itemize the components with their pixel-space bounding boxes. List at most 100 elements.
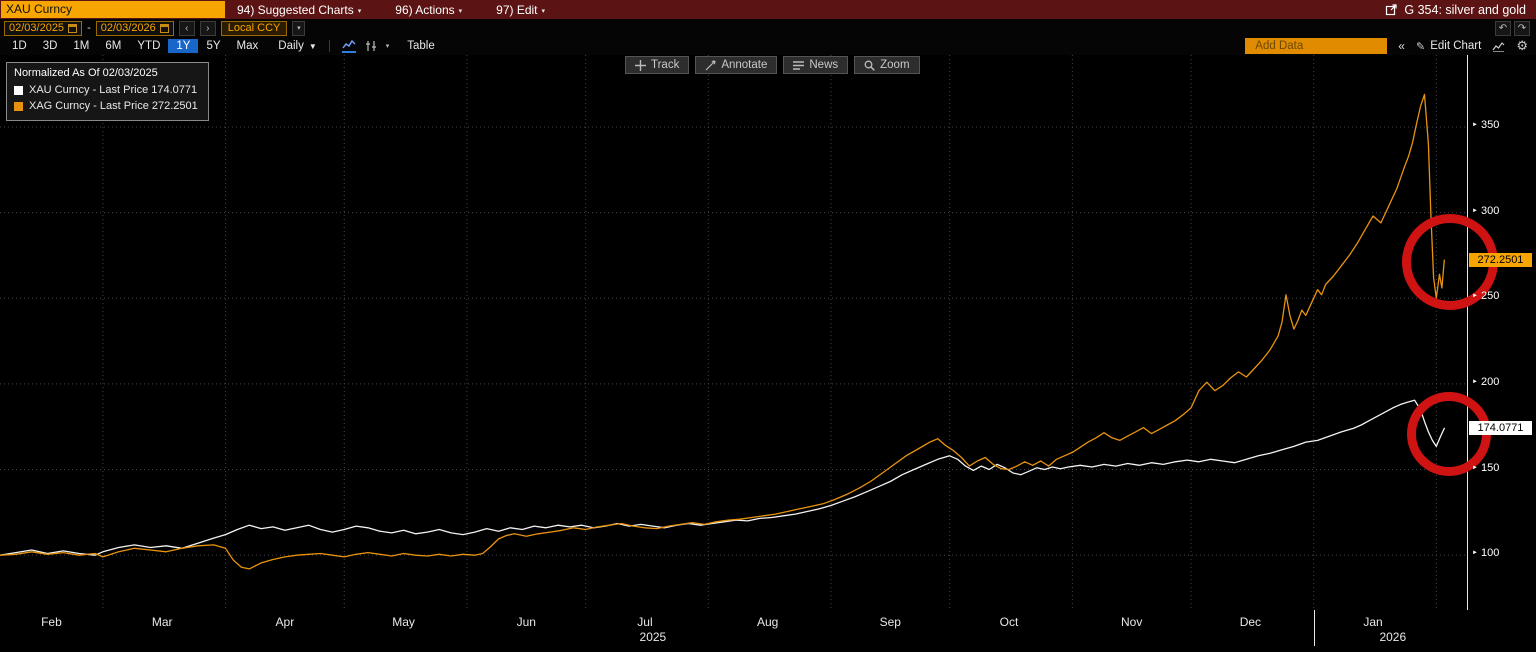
candlestick-chart-icon[interactable] [365,40,377,52]
tick-arrow-icon: ► [1472,464,1478,471]
last-price-tag: 174.0771 [1469,421,1532,436]
end-date-value: 02/03/2026 [100,22,156,34]
period-1d[interactable]: 1D [12,40,27,52]
period-5y[interactable]: 5Y [206,40,221,52]
tick-arrow-icon: ► [1472,378,1478,385]
top-command-bar: XAU Curncy 94) Suggested Charts ▾ 96) Acti… [0,0,1536,19]
chart-legend: Normalized As Of 02/03/2025 XAU Curncy -… [6,62,209,121]
y-tick-value: 200 [1480,375,1500,388]
next-range-button[interactable]: › [199,20,216,36]
pencil-icon: ✎ [1415,40,1426,53]
period-toolbar: 1D 3D 1M 6M YTD 1Y 5Y Max Daily ▼ ▾ Table Add D… [0,37,1536,55]
button-label: Annotate [721,59,768,71]
x-axis-label: Jul [637,615,653,629]
legend-label: XAG Curncy - Last Price 272.2501 [29,100,198,112]
chart-settings-icon[interactable] [1492,40,1505,52]
series-swatch [14,101,23,111]
chart-title-area: G 354: silver and gold [1385,3,1536,17]
toolbar-divider [328,40,330,52]
line-chart-icon[interactable] [341,39,356,53]
gear-icon[interactable]: ⚙ [1516,38,1528,53]
prev-range-button[interactable]: ‹ [178,20,195,36]
button-label: News [809,59,839,71]
x-axis-label: Nov [1120,615,1143,629]
news-button[interactable]: News [783,56,849,74]
ticker-input[interactable]: XAU Curncy [1,1,225,18]
range-toolbar: 02/03/2025 - 02/03/2026 ‹ › Local CCY ▾ … [0,19,1536,37]
year-separator-tick [1313,610,1315,646]
period-6m[interactable]: 6M [105,40,122,52]
frequency-select[interactable]: Daily ▼ [278,40,316,52]
tick-arrow-icon: ► [1472,293,1478,300]
zoom-icon [864,60,875,71]
legend-label: XAU Curncy - Last Price 174.0771 [29,84,198,96]
menu-actions[interactable]: 96) Actions ▾ [395,3,462,17]
news-icon [793,60,805,71]
period-1y[interactable]: 1Y [168,39,199,53]
period-buttons: 1D 3D 1M 6M YTD 1Y 5Y Max [4,39,266,53]
track-button[interactable]: Track [625,56,690,74]
menu-label: 94) Suggested Charts [237,2,354,17]
menu-label: 97) Edit [496,2,538,17]
y-tick-value: 100 [1480,547,1500,560]
x-axis-label: Sep [879,615,901,629]
x-axis-label: Feb [41,615,62,629]
launch-icon[interactable] [1385,3,1397,16]
y-tick-value: 300 [1480,204,1500,217]
tick-arrow-icon: ► [1472,550,1478,557]
period-1m[interactable]: 1M [73,40,90,52]
year-label: 2026 [1379,630,1407,644]
currency-select[interactable]: Local CCY [220,20,288,36]
button-label: Track [651,59,680,71]
y-tick-value: 250 [1480,290,1500,303]
tick-arrow-icon: ► [1472,121,1478,128]
chevron-down-icon: ▾ [458,7,463,15]
currency-caret-icon[interactable]: ▾ [292,20,306,36]
last-price-tag: 272.2501 [1469,253,1532,268]
year-label: 2025 [639,630,667,644]
calendar-icon[interactable] [68,23,78,33]
add-data-input[interactable]: Add Data [1245,38,1388,54]
button-label: Zoom [880,59,910,71]
menu-suggested-charts[interactable]: 94) Suggested Charts ▾ [237,3,361,17]
edit-chart-button[interactable]: ✎ Edit Chart [1416,40,1481,53]
calendar-icon[interactable] [159,23,169,33]
x-axis-label: Dec [1239,615,1262,629]
chevron-down-icon: ▾ [541,7,546,15]
legend-items: XAU Curncy - Last Price 174.0771 XAG Curn… [14,82,198,114]
chart-type-icons: ▾ [341,39,390,53]
menu-edit[interactable]: 97) Edit ▾ [496,3,545,17]
redo-button[interactable]: ↷ [1514,20,1530,36]
legend-item: XAU Curncy - Last Price 174.0771 [14,82,198,98]
chevron-down-icon: ▾ [357,7,362,15]
start-date-input[interactable]: 02/03/2025 [4,20,83,36]
period-ytd[interactable]: YTD [137,40,161,52]
undo-button[interactable]: ↶ [1495,20,1511,36]
x-axis-label: Jan [1363,615,1383,629]
y-tick-value: 350 [1480,118,1500,131]
zoom-button[interactable]: Zoom [854,56,920,74]
chart-area[interactable]: ► 100 ► 150 ► 200 ► 250 ► 300 ► 350 Feb Mar Apr May Jun J… [0,55,1536,652]
period-3d[interactable]: 3D [42,40,58,52]
price-chart[interactable] [0,55,1470,611]
x-axis-label: Jun [516,615,536,629]
chevron-down-icon: ▼ [308,41,317,51]
period-max[interactable]: Max [236,40,259,52]
legend-title: Normalized As Of 02/03/2025 [14,67,158,79]
track-icon [635,59,646,71]
y-axis-label: ► 300 [1472,205,1499,217]
history-buttons: ↶ ↷ [1495,20,1532,36]
annotate-button[interactable]: Annotate [695,56,778,74]
x-axis-label: May [392,615,415,629]
legend-item: XAG Curncy - Last Price 272.2501 [14,98,198,114]
chart-title: G 354: silver and gold [1404,2,1526,17]
frequency-value: Daily [278,40,304,52]
chart-type-caret-icon[interactable]: ▾ [385,43,390,50]
collapse-panel-button[interactable]: « [1398,39,1405,53]
series-swatch [14,85,23,95]
table-button[interactable]: Table [407,40,435,52]
chart-button-row: Track Annotate News Zoom [625,56,920,74]
end-date-input[interactable]: 02/03/2026 [95,20,174,36]
right-tools: Add Data « ✎ Edit Chart ⚙ [1245,38,1536,54]
